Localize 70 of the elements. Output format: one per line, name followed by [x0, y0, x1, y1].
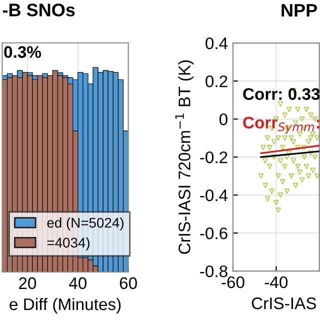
y-axis-title: CrIS-IASI 720cm$^{−1}$ BT (K) [175, 60, 194, 254]
point [260, 144, 266, 150]
y-tick-label: 0.2 [206, 75, 228, 88]
x-axis-title: e Diff (Minutes) [10, 298, 121, 314]
point [314, 173, 320, 179]
point [278, 101, 284, 106]
y-tick-label: 0.4 [206, 37, 228, 50]
point [290, 158, 296, 164]
point [295, 144, 300, 150]
point [264, 135, 270, 141]
point [308, 150, 314, 156]
point [306, 173, 312, 179]
x-tick-label: 40 [69, 277, 87, 290]
point [302, 154, 307, 160]
y-tick-label: -0.2 [200, 151, 228, 164]
point [267, 164, 272, 170]
point [295, 164, 300, 170]
point [288, 173, 294, 179]
y-tick-label: 0 [219, 113, 228, 126]
point [312, 154, 318, 160]
x-tick-label: -60 [222, 276, 244, 288]
point [304, 164, 310, 170]
point [290, 139, 296, 144]
point [269, 188, 274, 194]
text: 0.3% [4, 46, 42, 58]
point [292, 182, 298, 188]
x-tick-label: -40 [264, 276, 288, 288]
point [264, 196, 270, 202]
point [262, 182, 268, 188]
chart-title: -B SNOs [2, 4, 75, 16]
point [282, 135, 288, 141]
point [278, 158, 284, 164]
annotation: Corr: 0.33 [243, 88, 320, 100]
legend-label: ed (N=5024) [47, 217, 124, 230]
x-tick-label: 60 [120, 277, 137, 290]
point [310, 168, 316, 173]
point [278, 192, 284, 198]
point [271, 154, 277, 160]
point [297, 170, 303, 175]
point [280, 144, 286, 150]
x-tick-label: 20 [19, 277, 36, 290]
point [286, 106, 292, 112]
point [308, 112, 314, 118]
point [299, 177, 305, 182]
y-tick-label: -0.6 [200, 227, 228, 240]
point [274, 200, 279, 206]
point [308, 135, 314, 141]
point [282, 164, 288, 170]
point [276, 173, 281, 179]
x-axis-title: CrIS-IAS [252, 297, 316, 310]
point [302, 144, 307, 150]
point [262, 158, 268, 164]
y-tick-label: -0.8 [200, 265, 228, 278]
point [280, 179, 286, 184]
legend-label: =4034) [47, 237, 90, 250]
point [304, 106, 310, 112]
point [282, 112, 288, 118]
point [286, 150, 292, 156]
chart-title: NPP [282, 4, 317, 16]
point [258, 173, 264, 179]
point [276, 208, 281, 213]
point [276, 135, 281, 141]
point [288, 135, 294, 141]
point [295, 106, 300, 112]
point [284, 188, 290, 194]
point [306, 139, 312, 144]
y-tick-label: -0.4 [200, 189, 228, 202]
point [271, 139, 277, 144]
point [314, 135, 320, 141]
point [267, 144, 272, 150]
